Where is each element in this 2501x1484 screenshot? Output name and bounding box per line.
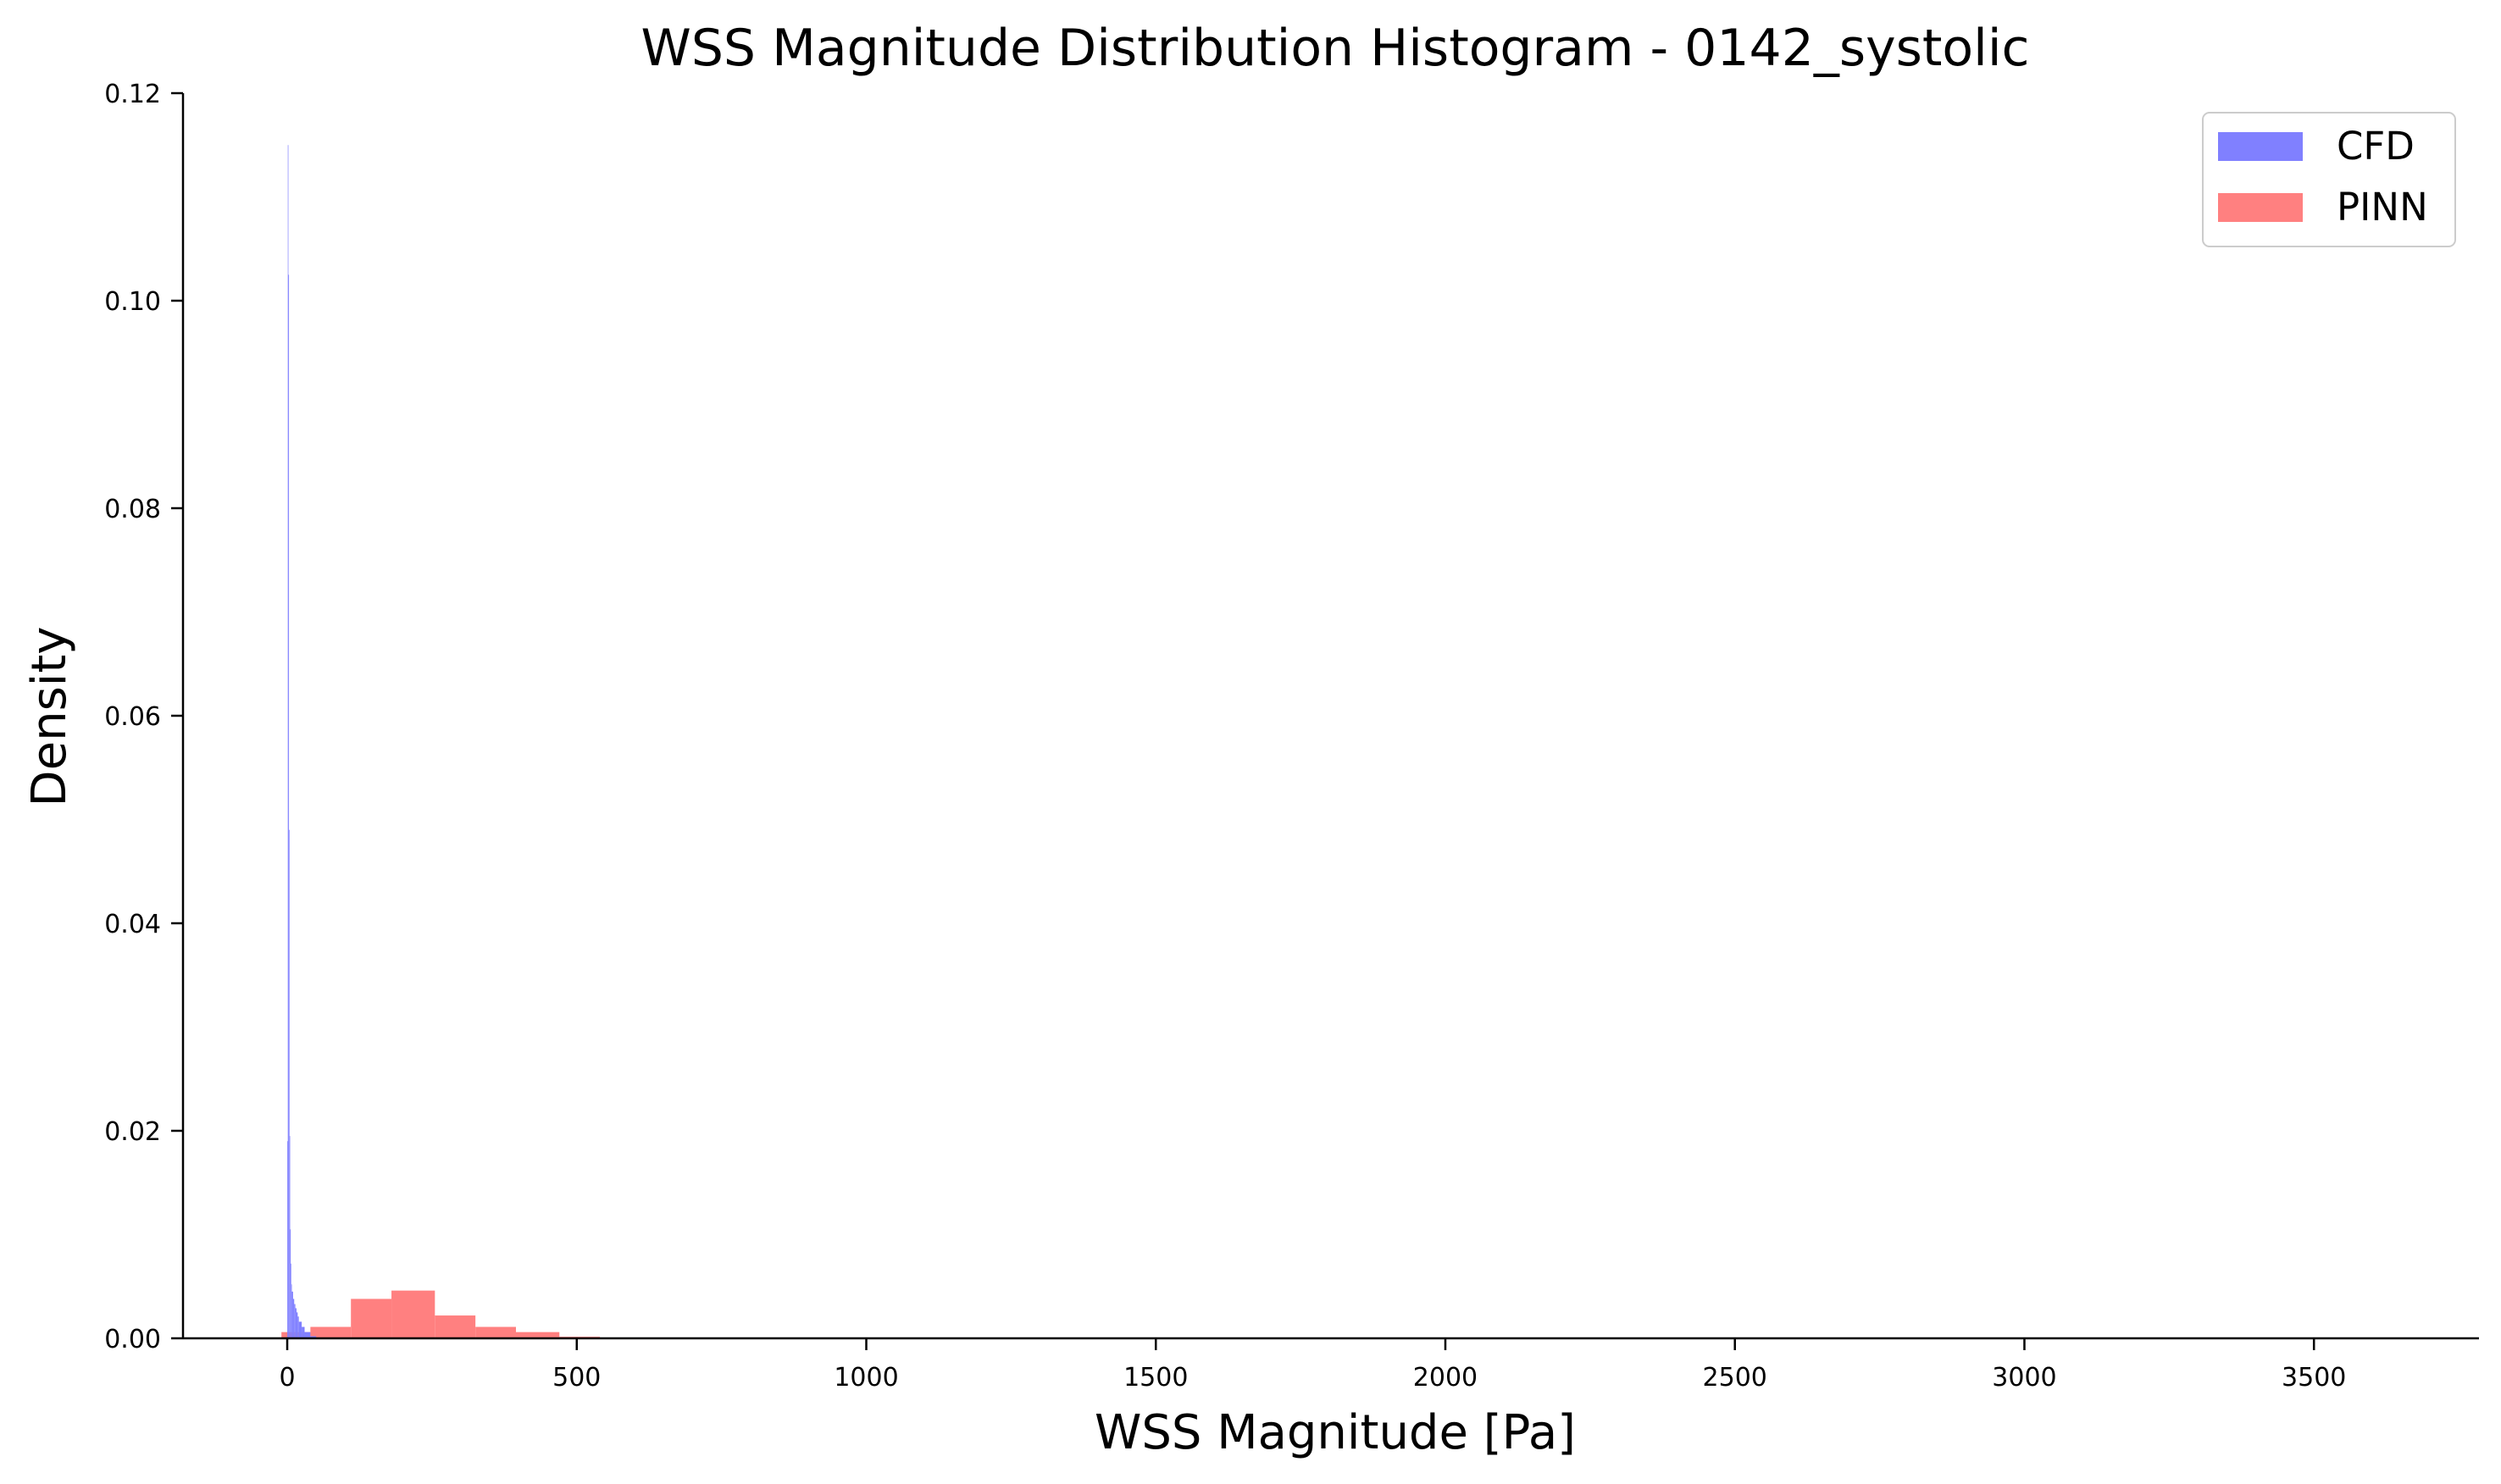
y-axis-label: Density xyxy=(22,627,77,807)
cfd-bar-1 xyxy=(287,145,289,1338)
legend-label-cfd: CFD xyxy=(2337,124,2415,169)
cfd-bar-10 xyxy=(294,1304,296,1338)
x-tick-label-1: 500 xyxy=(552,1363,601,1393)
cfd-bar-8 xyxy=(291,1291,293,1338)
cfd-bar-4 xyxy=(289,1136,291,1338)
axes xyxy=(181,93,2479,1340)
cfd-bar-13 xyxy=(297,1316,299,1338)
cfd-bar-3 xyxy=(289,829,290,1338)
chart-title: WSS Magnitude Distribution Histogram - 0… xyxy=(641,19,2030,78)
legend-label-pinn: PINN xyxy=(2337,185,2428,230)
x-tick-label-4: 2000 xyxy=(1413,1363,1478,1393)
y-tick-label-0: 0.00 xyxy=(104,1325,161,1354)
cfd-bar-11 xyxy=(295,1308,297,1338)
x-tick-label-2: 1000 xyxy=(834,1363,898,1393)
cfd-bar-16 xyxy=(304,1332,311,1338)
y-tick-label-6: 0.12 xyxy=(104,80,161,109)
y-tick-label-4: 0.08 xyxy=(104,495,161,524)
x-tick-label-5: 2500 xyxy=(1703,1363,1767,1393)
legend-swatch-cfd xyxy=(2218,132,2303,161)
y-tick-label-2: 0.04 xyxy=(104,910,161,939)
y-tick-label-1: 0.02 xyxy=(104,1117,161,1147)
cfd-bars xyxy=(287,145,317,1338)
x-tick-label-0: 0 xyxy=(279,1363,295,1393)
cfd-bar-9 xyxy=(292,1298,295,1338)
pinn-bar-5 xyxy=(475,1326,517,1338)
x-tick-label-3: 1500 xyxy=(1123,1363,1188,1393)
y-tick-label-3: 0.06 xyxy=(104,702,161,732)
pinn-bar-3 xyxy=(391,1290,435,1338)
x-tick-label-6: 3000 xyxy=(1992,1363,2056,1393)
y-tick-label-5: 0.10 xyxy=(104,287,161,317)
cfd-bar-14 xyxy=(298,1321,302,1338)
legend: CFD PINN xyxy=(2202,112,2456,247)
pinn-bars xyxy=(281,1290,601,1338)
pinn-bar-2 xyxy=(351,1298,392,1338)
pinn-bar-6 xyxy=(516,1332,560,1338)
cfd-bar-7 xyxy=(291,1284,292,1338)
cfd-bar-5 xyxy=(290,1229,291,1338)
x-axis-label: WSS Magnitude [Pa] xyxy=(1095,1405,1576,1460)
x-axis-ticks: 0 500 1000 1500 2000 2500 3000 3500 xyxy=(279,1338,2346,1393)
legend-swatch-pinn xyxy=(2218,193,2303,222)
cfd-bar-0 xyxy=(287,1141,288,1338)
y-axis-ticks: 0.00 0.02 0.04 0.06 0.08 0.10 0.12 xyxy=(104,80,183,1354)
pinn-bar-1 xyxy=(310,1326,352,1338)
pinn-bar-4 xyxy=(435,1315,476,1338)
cfd-bar-15 xyxy=(302,1326,305,1338)
x-tick-label-7: 3500 xyxy=(2282,1363,2346,1393)
cfd-bar-2 xyxy=(288,274,290,1338)
